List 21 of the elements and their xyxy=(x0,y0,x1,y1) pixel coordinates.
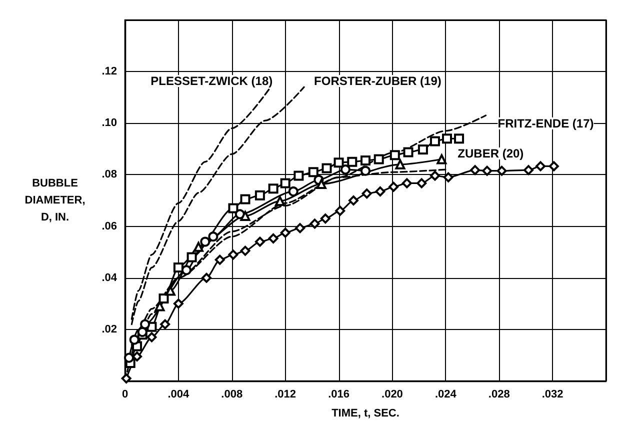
x-tick-label: 0 xyxy=(122,388,128,400)
x-tick-label: .016 xyxy=(328,388,350,400)
series-label: PLESSET-ZWICK (18) xyxy=(150,74,273,88)
x-tick-label: .028 xyxy=(488,388,510,400)
y-tick-label: .06 xyxy=(102,220,117,232)
y-tick-label: .02 xyxy=(102,323,117,336)
y-tick-label: .08 xyxy=(102,168,117,181)
x-tick-label: .008 xyxy=(221,388,243,400)
x-tick-label: .020 xyxy=(382,388,403,400)
x-tick-label: .024 xyxy=(434,388,458,400)
x-tick-label: .004 xyxy=(168,388,190,400)
x-tick-label: .032 xyxy=(542,388,564,400)
series-label: ZUBER (20) xyxy=(458,146,524,161)
y-tick-label: .12 xyxy=(102,66,117,78)
x-axis-title: TIME, t, SEC. xyxy=(332,408,400,420)
y-tick-label: .04 xyxy=(102,272,118,284)
y-tick-label: .10 xyxy=(102,117,117,130)
series-label: FRITZ-ENDE (17) xyxy=(498,116,594,130)
series-label: FORSTER-ZUBER (19) xyxy=(314,74,442,88)
x-tick-label: .012 xyxy=(274,388,296,400)
y-axis-title: BUBBLE DIAMETER, D, IN. xyxy=(24,178,86,224)
